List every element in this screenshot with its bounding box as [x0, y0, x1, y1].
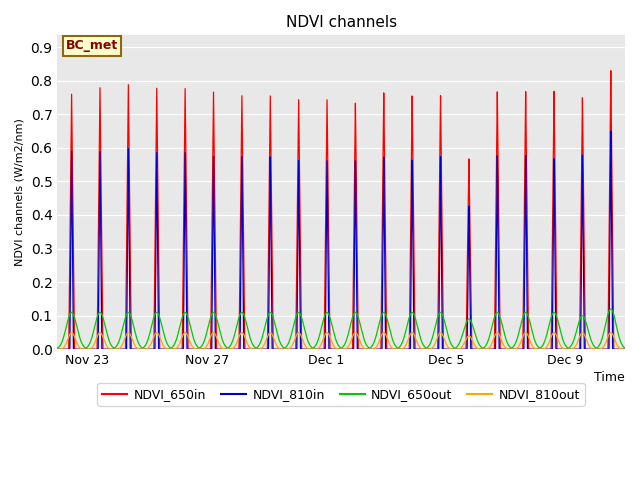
- Title: NDVI channels: NDVI channels: [285, 15, 397, 30]
- Text: BC_met: BC_met: [66, 39, 118, 52]
- Legend: NDVI_650in, NDVI_810in, NDVI_650out, NDVI_810out: NDVI_650in, NDVI_810in, NDVI_650out, NDV…: [97, 383, 585, 406]
- Y-axis label: NDVI channels (W/m2/nm): NDVI channels (W/m2/nm): [15, 119, 25, 266]
- Text: Time: Time: [595, 372, 625, 384]
